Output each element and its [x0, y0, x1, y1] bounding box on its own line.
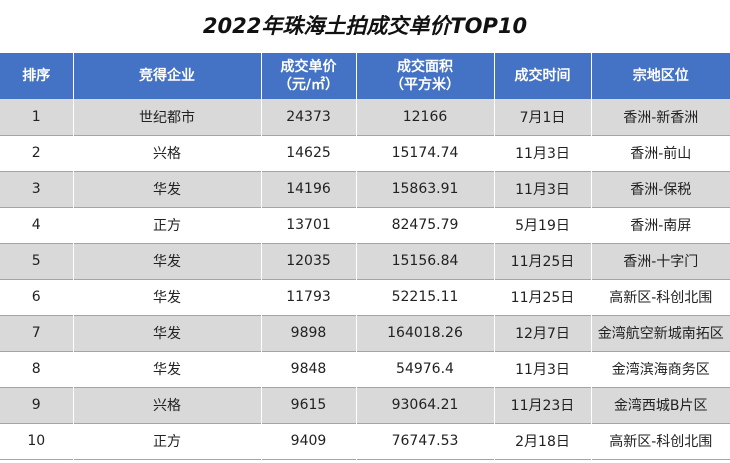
table-row: 4 正方 13701 82475.79 5月19日 香洲-南屏	[0, 207, 730, 243]
cell-company: 华发	[73, 243, 262, 279]
cell-unit-price: 12035	[261, 243, 357, 279]
cell-date: 11月3日	[494, 171, 592, 207]
cell-unit-price: 9848	[261, 351, 357, 387]
cell-location: 香洲-新香洲	[623, 109, 699, 126]
header-company: 竞得企业	[73, 53, 262, 99]
cell-location: 金湾西城B片区	[613, 398, 708, 414]
cell-area: 76747.53	[356, 423, 495, 459]
cell-company: 兴格	[73, 387, 262, 423]
cell-date: 5月19日	[494, 207, 592, 243]
table-row: 8 华发 9848 54976.4 11月3日 金湾滨海商务区	[0, 351, 730, 387]
cell-unit-price: 11793	[261, 279, 357, 315]
cell-location: 香洲-前山	[630, 146, 692, 162]
cell-location: 高新区-科创北围	[609, 434, 713, 450]
cell-rank: 7	[0, 315, 74, 351]
cell-company: 兴格	[73, 135, 262, 171]
table-row: 5 华发 12035 15156.84 11月25日 香洲-十字门	[0, 243, 730, 279]
cell-location: 香洲-十字门	[623, 254, 699, 270]
table-row: 7 华发 9898 164018.26 12月7日 金湾航空新城南拓区	[0, 315, 730, 351]
cell-rank: 9	[0, 387, 74, 423]
cell-area: 15174.74	[356, 135, 495, 171]
header-rank: 排序	[0, 53, 74, 99]
cell-area: 12166	[356, 99, 495, 135]
cell-company: 华发	[73, 351, 262, 387]
header-row: 排序 竞得企业 成交单价 （元/㎡） 成交面积 （平方米） 成交时间 宗地区位	[0, 53, 730, 99]
cell-rank: 2	[0, 135, 74, 171]
header-unit-price: 成交单价 （元/㎡）	[261, 53, 357, 99]
cell-date: 12月7日	[494, 315, 592, 351]
cell-unit-price: 14196	[261, 171, 357, 207]
cell-location: 香洲-南屏	[630, 218, 692, 234]
cell-date: 11月3日	[494, 135, 592, 171]
table-row: 3 华发 14196 15863.91 11月3日 香洲-保税	[0, 171, 730, 207]
cell-unit-price: 24373	[261, 99, 357, 135]
cell-area: 15863.91	[356, 171, 495, 207]
cell-company: 正方	[73, 207, 262, 243]
cell-unit-price: 9898	[261, 315, 357, 351]
cell-location: 高新区-科创北围	[609, 290, 713, 306]
cell-company: 世纪都市	[73, 99, 262, 135]
table-row: 2 兴格 14625 15174.74 11月3日 香洲-前山	[0, 135, 730, 171]
cell-rank: 6	[0, 279, 74, 315]
cell-date: 11月3日	[494, 351, 592, 387]
table-row: 9 兴格 9615 93064.21 11月23日 金湾西城B片区	[0, 387, 730, 423]
cell-unit-price: 9409	[261, 423, 357, 459]
cell-rank: 8	[0, 351, 74, 387]
cell-unit-price: 13701	[261, 207, 357, 243]
cell-rank: 5	[0, 243, 74, 279]
cell-rank: 1	[0, 99, 74, 135]
cell-area: 164018.26	[356, 315, 495, 351]
cell-date: 11月25日	[494, 279, 592, 315]
header-location: 宗地区位	[632, 68, 689, 84]
cell-area: 93064.21	[356, 387, 495, 423]
cell-company: 华发	[73, 279, 262, 315]
cell-date: 11月25日	[494, 243, 592, 279]
cell-unit-price: 14625	[261, 135, 357, 171]
table-row: 10 正方 9409 76747.53 2月18日 高新区-科创北围	[0, 423, 730, 459]
cell-area: 15156.84	[356, 243, 495, 279]
cell-rank: 3	[0, 171, 74, 207]
cell-location: 金湾滨海商务区	[611, 362, 710, 378]
cell-area: 82475.79	[356, 207, 495, 243]
cell-company: 正方	[73, 423, 262, 459]
cell-company: 华发	[73, 315, 262, 351]
cell-unit-price: 9615	[261, 387, 357, 423]
cell-area: 52215.11	[356, 279, 495, 315]
table-title: 2022年珠海土拍成交单价TOP10	[202, 14, 528, 38]
cell-company: 华发	[73, 171, 262, 207]
table-row: 1 世纪都市 24373 12166 7月1日 香洲-新香洲	[0, 99, 730, 135]
cell-date: 11月23日	[494, 387, 592, 423]
cell-location: 香洲-保税	[630, 182, 692, 198]
cell-rank: 4	[0, 207, 74, 243]
cell-date: 7月1日	[494, 99, 592, 135]
cell-location: 金湾航空新城南拓区	[597, 326, 724, 342]
header-date: 成交时间	[494, 53, 592, 99]
cell-date: 2月18日	[494, 423, 592, 459]
table-row: 6 华发 11793 52215.11 11月25日 高新区-科创北围	[0, 279, 730, 315]
header-area: 成交面积 （平方米）	[356, 53, 495, 99]
cell-rank: 10	[0, 423, 74, 459]
cell-area: 54976.4	[356, 351, 495, 387]
